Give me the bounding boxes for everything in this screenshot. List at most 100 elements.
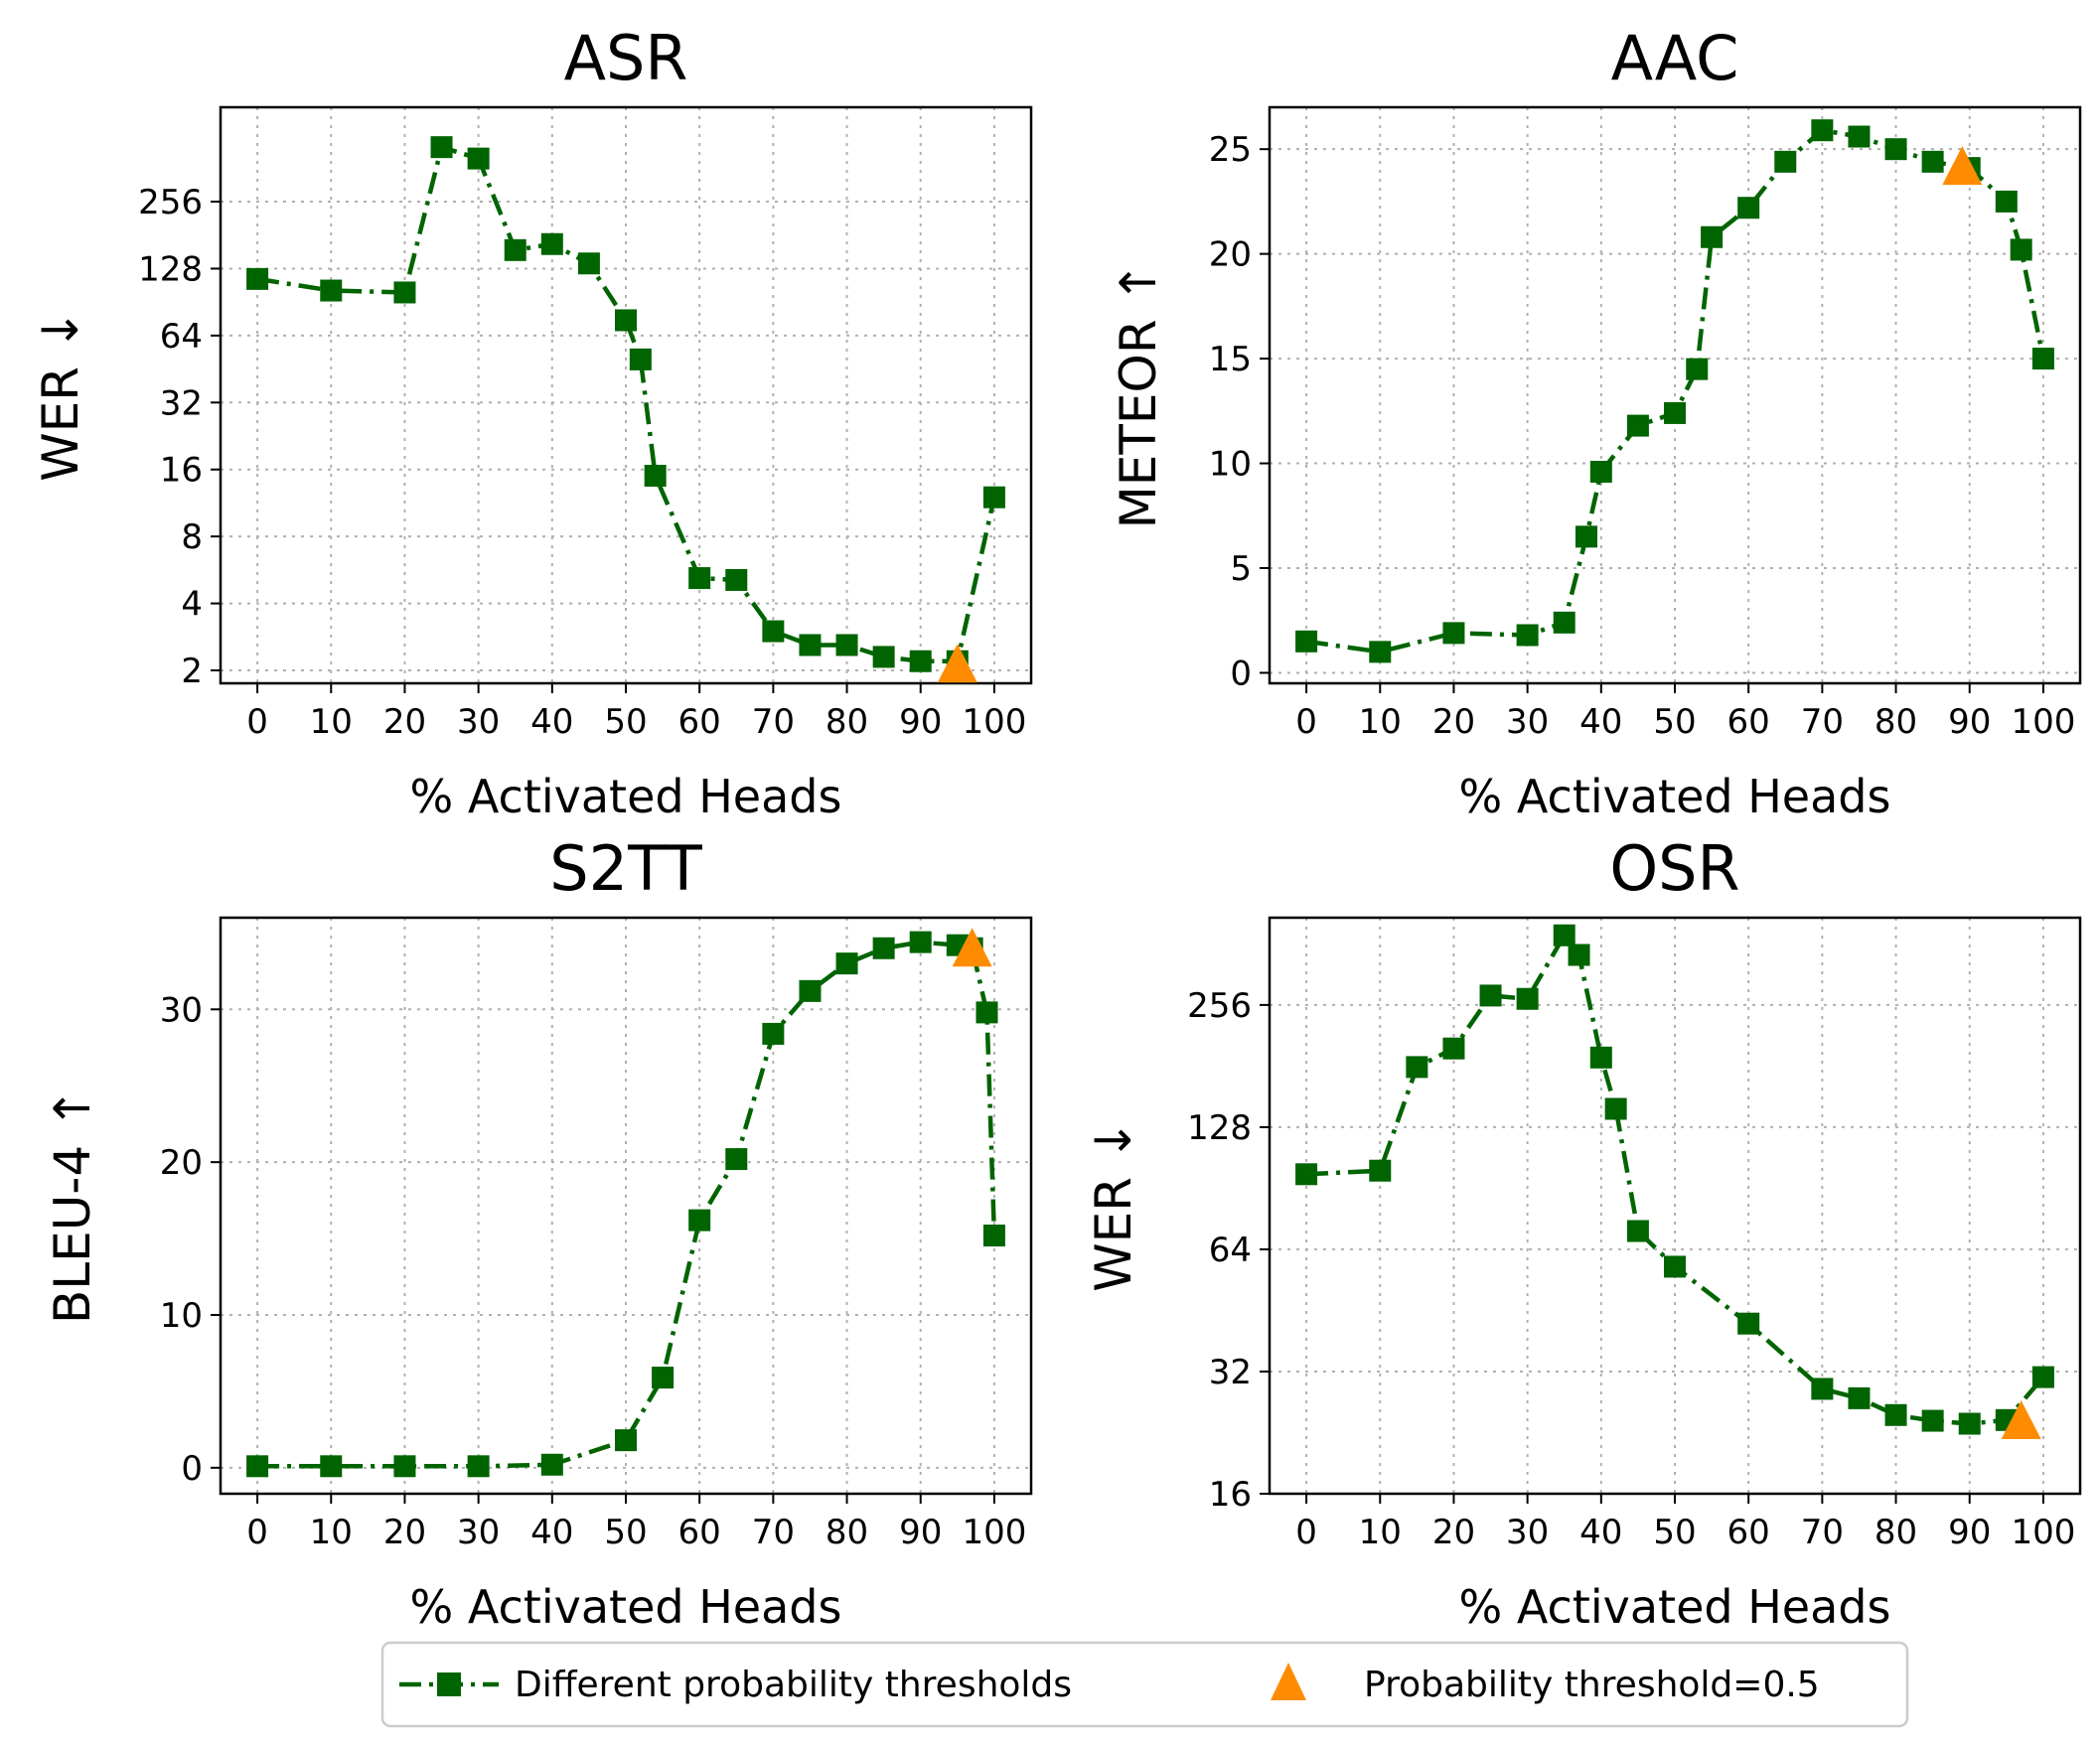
data-point [688, 567, 711, 590]
x-tick-label: 90 [899, 702, 942, 742]
axes-frame-asr [219, 105, 1033, 685]
data-point [2031, 1366, 2054, 1388]
threshold-marker [2001, 1400, 2041, 1440]
data-point [1604, 1097, 1627, 1120]
grid-osr [1270, 918, 2080, 1495]
x-tick-label: 60 [1727, 702, 1770, 742]
data-point [1442, 1037, 1465, 1060]
x-tick-label: 80 [1875, 1513, 1917, 1552]
x-tick-label: 70 [752, 702, 795, 742]
axes-frame-s2tt [219, 916, 1033, 1496]
data-point [1406, 1056, 1428, 1079]
series-line-s2tt [257, 940, 997, 1469]
panel-asr: 0 10 20 30 40 50 60 70 80 90 100 2 4 8 16 32 64 128 256 ASR… [32, 22, 1033, 823]
panel-aac: 0 10 20 30 40 50 60 70 80 90 100 0 5 10 15 20 25 AAC % Act… [1110, 22, 2082, 823]
data-point [1737, 197, 1760, 219]
y-tick-label: 20 [160, 1143, 203, 1183]
legend-square-marker [437, 1672, 461, 1696]
grid-s2tt [221, 918, 1031, 1494]
x-tick-label: 30 [1506, 702, 1549, 742]
x-axis-label-s2tt: % Activated Heads [410, 1580, 842, 1634]
data-point [504, 238, 526, 261]
y-tick-label: 32 [1209, 1353, 1252, 1392]
x-tick-label: 100 [962, 702, 1026, 742]
panel-s2tt: 0 10 20 30 40 50 60 70 80 90 100 0 10 20 30 S2TT % Activ… [44, 832, 1033, 1634]
data-point [909, 650, 932, 672]
x-tick-label: 50 [604, 1513, 647, 1552]
y-tick-label: 25 [1209, 130, 1252, 170]
x-axis-label-aac: % Activated Heads [1459, 770, 1891, 823]
threshold-marker [1942, 146, 1983, 186]
x-tick-label: 0 [246, 1513, 268, 1552]
data-point [629, 348, 652, 370]
data-point [725, 568, 748, 591]
x-tick-label: 10 [1359, 1513, 1402, 1552]
data-point [1575, 525, 1597, 548]
data-point [1921, 1409, 1944, 1432]
data-point [1626, 414, 1649, 437]
data-point [615, 309, 637, 332]
data-point [1589, 1046, 1612, 1069]
x-tick-label: 0 [1295, 702, 1317, 742]
data-point [872, 646, 895, 668]
grid-aac [1270, 107, 2080, 683]
x-tick-label: 40 [1579, 1513, 1622, 1552]
x-tick-label: 100 [2011, 1513, 2075, 1552]
y-tick-label: 64 [160, 317, 203, 357]
data-point [1884, 138, 1907, 161]
data-point [467, 147, 490, 170]
data-point [835, 952, 858, 975]
data-point [2010, 238, 2032, 261]
data-point [1295, 1163, 1318, 1186]
legend: Different probability thresholds Probabi… [380, 1641, 1909, 1728]
y-tick-label: 128 [138, 249, 203, 289]
legend-line-label: Different probability thresholds [515, 1665, 1072, 1705]
data-point [1295, 630, 1318, 653]
x-tick-label: 60 [678, 702, 721, 742]
data-point [799, 979, 822, 1002]
x-tick-label: 70 [1801, 702, 1844, 742]
y-axis-label-s2tt: BLEU-4 ↑ [44, 1088, 101, 1324]
data-point [577, 252, 600, 275]
data-point [540, 232, 563, 255]
x-tick-label: 90 [1948, 702, 1991, 742]
x-axis-label-asr: % Activated Heads [410, 770, 842, 823]
data-point [872, 937, 895, 959]
x-tick-label: 90 [899, 1513, 942, 1552]
y-tick-label: 0 [1230, 654, 1252, 693]
x-tick-label: 20 [383, 702, 426, 742]
x-tick-label: 50 [1653, 702, 1696, 742]
data-point [1958, 1412, 1981, 1435]
data-point [1686, 358, 1709, 380]
data-point [1553, 924, 1575, 946]
y-tick-label: 32 [160, 383, 203, 423]
chart-title-osr: OSR [1609, 832, 1739, 905]
y-tick-label: 256 [138, 183, 203, 222]
axes-frame-osr [1268, 916, 2082, 1496]
data-point [725, 1148, 748, 1171]
data-point [1626, 1220, 1649, 1242]
data-point [1848, 125, 1871, 148]
legend-marker-label: Probability threshold=0.5 [1364, 1665, 1820, 1705]
x-tick-label: 40 [530, 702, 573, 742]
data-point [762, 620, 785, 643]
data-point [1442, 622, 1465, 645]
data-point [982, 486, 1005, 509]
x-tick-label: 10 [1359, 702, 1402, 742]
x-tick-label: 50 [1653, 1513, 1696, 1552]
y-tick-label: 30 [160, 990, 203, 1030]
data-point [246, 1455, 269, 1478]
data-point [1568, 944, 1590, 966]
y-tick-label: 4 [181, 585, 203, 625]
data-point [1664, 1255, 1686, 1278]
chart-title-aac: AAC [1611, 22, 1739, 94]
data-point [1774, 150, 1797, 173]
x-tick-label: 80 [825, 702, 868, 742]
threshold-marker [952, 928, 992, 967]
chart-title-asr: ASR [564, 22, 688, 94]
data-point [652, 1367, 675, 1389]
y-axis-label-asr: WER ↓ [32, 309, 89, 482]
y-tick-label: 10 [160, 1296, 203, 1336]
x-tick-label: 40 [530, 1513, 573, 1552]
